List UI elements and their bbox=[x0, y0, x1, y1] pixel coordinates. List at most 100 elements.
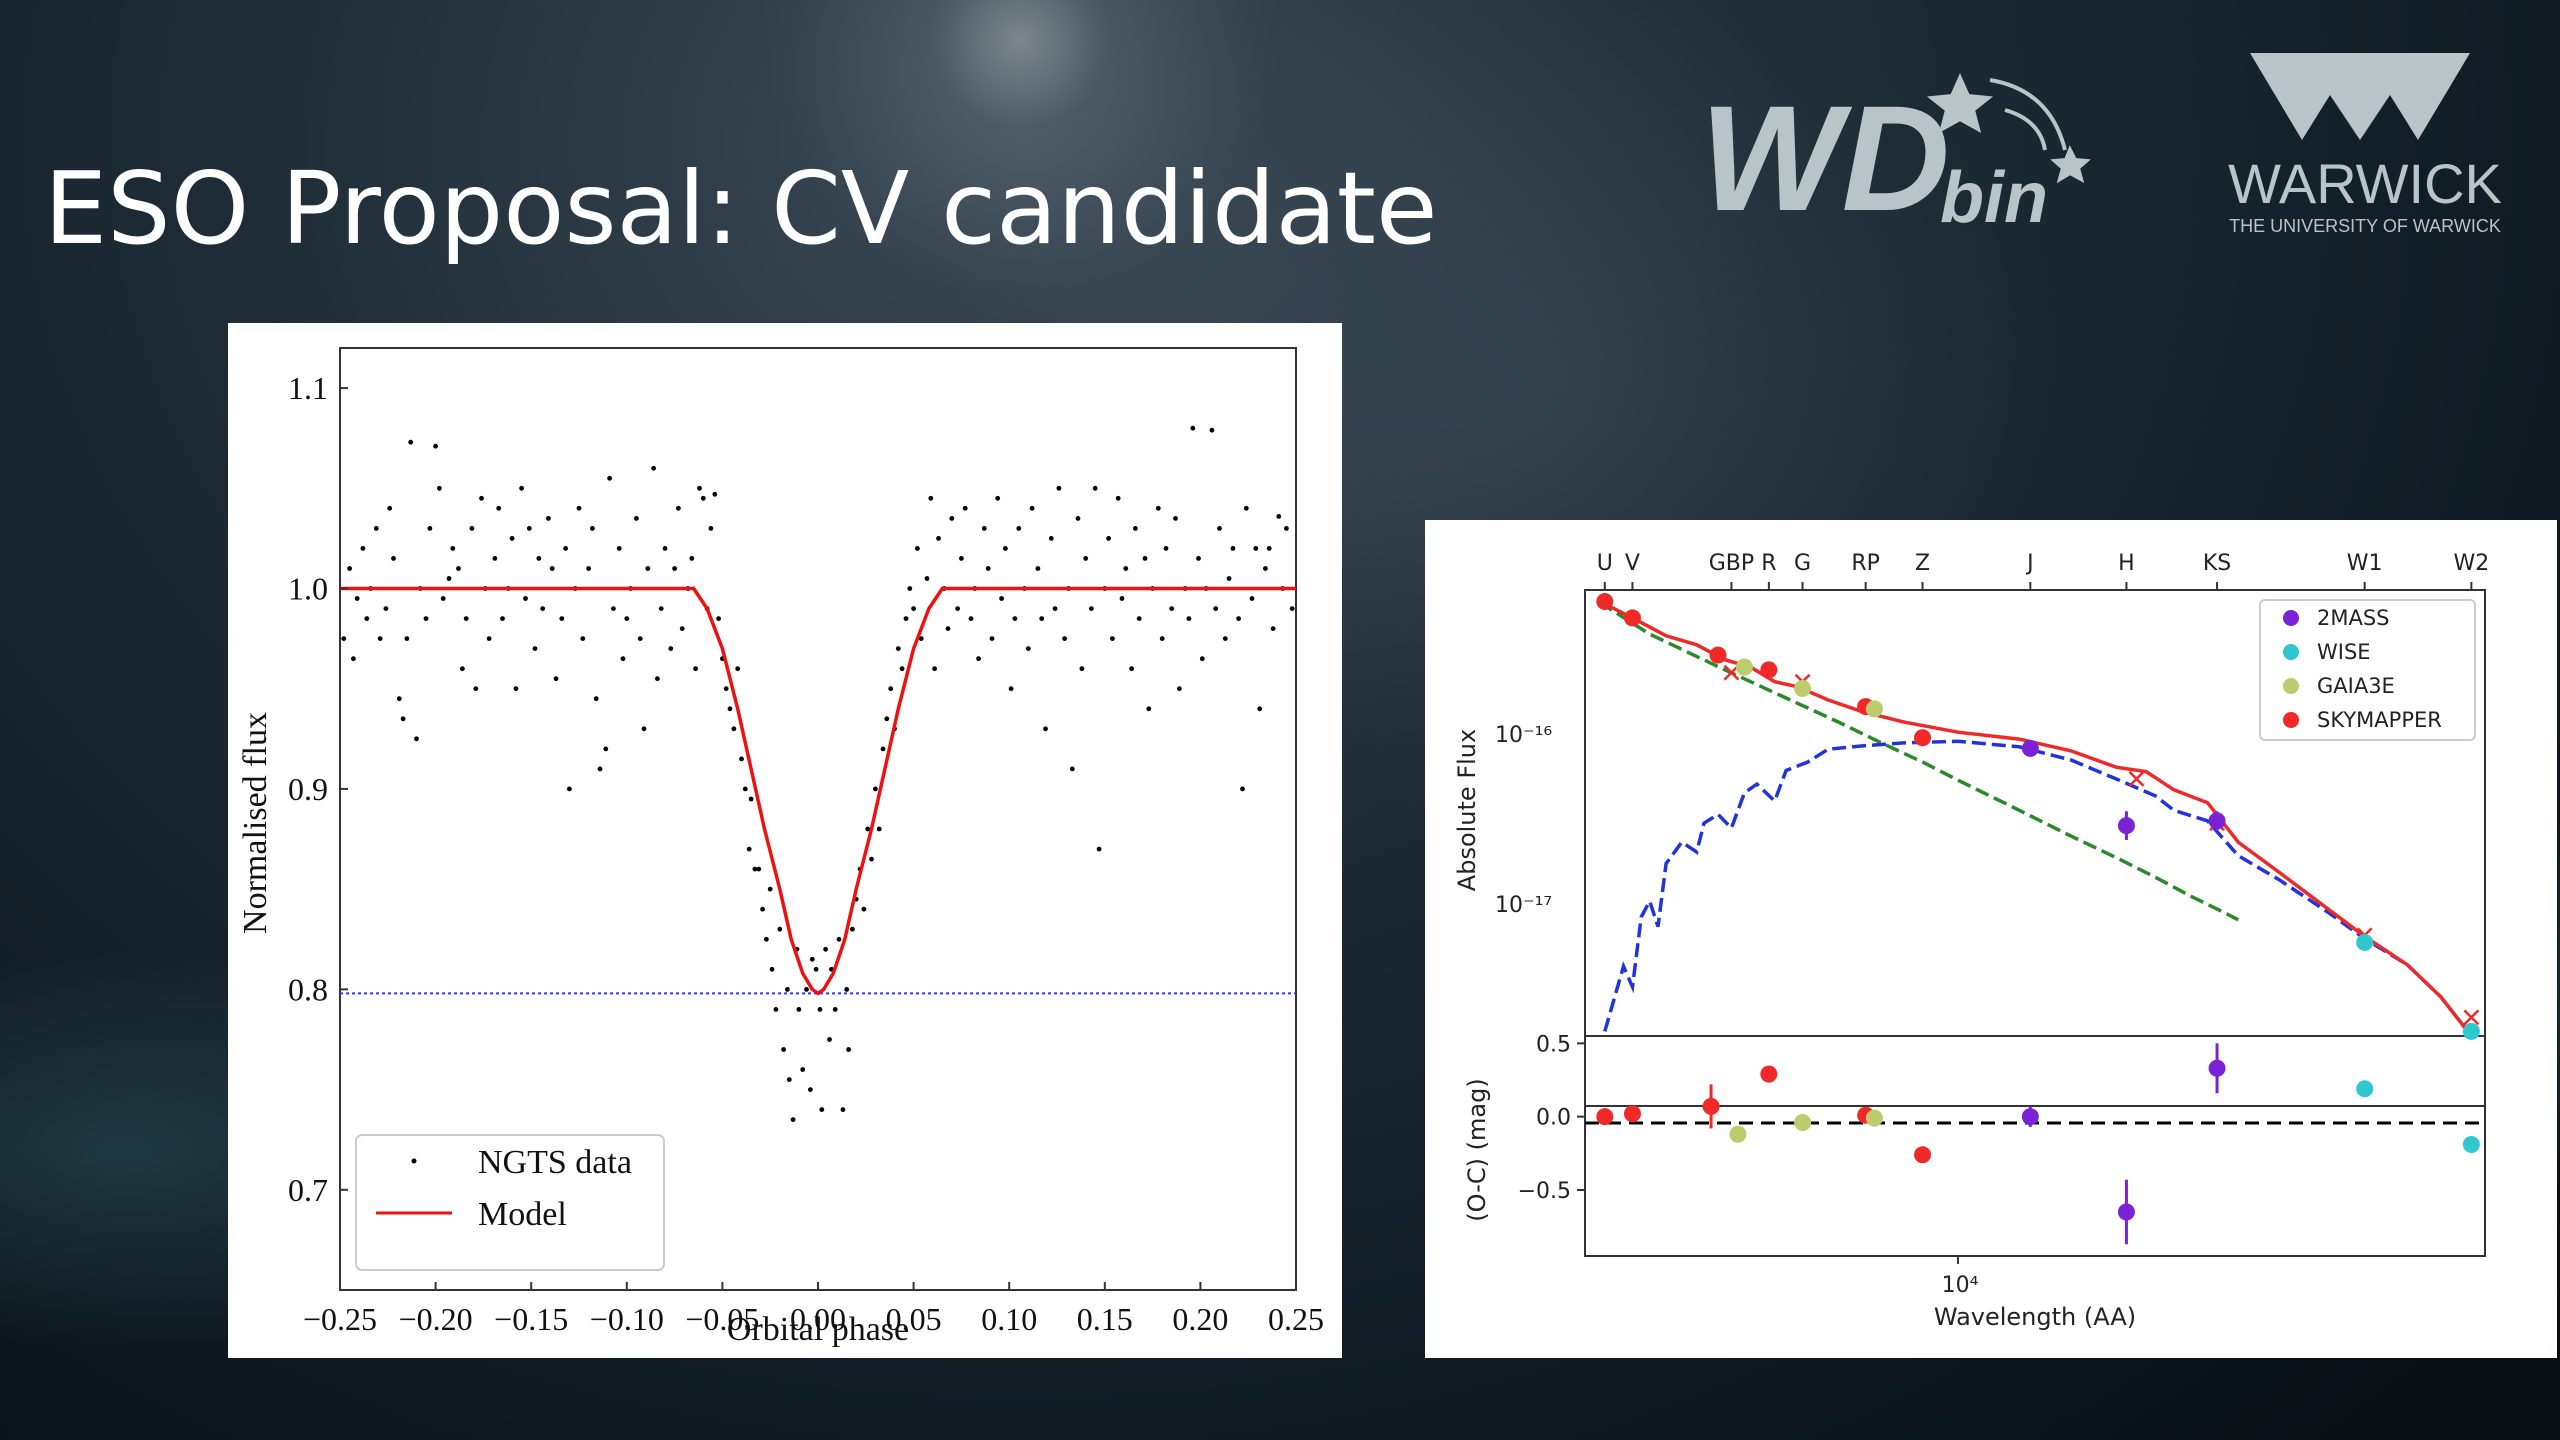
legend-label: 2MASS bbox=[2317, 606, 2390, 630]
data-point bbox=[1230, 546, 1236, 551]
data-point bbox=[911, 606, 916, 611]
data-point bbox=[962, 505, 968, 511]
data-point bbox=[1226, 576, 1232, 581]
residual-point bbox=[1760, 1065, 1778, 1083]
data-point bbox=[440, 596, 446, 601]
data-point bbox=[1243, 505, 1249, 511]
data-point bbox=[712, 491, 718, 497]
photometry-point bbox=[1865, 700, 1883, 718]
data-point bbox=[500, 616, 505, 621]
data-point bbox=[976, 656, 981, 662]
data-point bbox=[1173, 516, 1178, 521]
data-point bbox=[1048, 536, 1054, 541]
data-point bbox=[509, 536, 515, 541]
warwick-name: WARWICK bbox=[2228, 152, 2502, 215]
y-tick-label: 0.9 bbox=[288, 771, 328, 807]
data-point bbox=[486, 636, 492, 641]
photometry-point bbox=[1794, 679, 1812, 697]
data-point bbox=[1075, 516, 1081, 521]
data-point bbox=[1069, 766, 1075, 772]
data-point bbox=[981, 526, 987, 531]
photometry-point bbox=[2462, 1022, 2480, 1040]
x-tick-label: 0.25 bbox=[1268, 1301, 1324, 1337]
data-point bbox=[1052, 606, 1058, 611]
x-tick-label: 0.05 bbox=[886, 1301, 942, 1337]
data-point bbox=[880, 746, 886, 752]
data-point bbox=[1284, 526, 1289, 531]
data-point bbox=[559, 616, 565, 621]
data-point bbox=[827, 1037, 832, 1042]
data-point bbox=[1115, 495, 1121, 501]
data-point bbox=[723, 686, 729, 692]
data-point bbox=[549, 566, 555, 571]
data-point bbox=[563, 546, 568, 551]
data-point bbox=[1142, 556, 1148, 561]
data-point bbox=[773, 1007, 779, 1012]
data-point bbox=[473, 686, 479, 692]
warwick-w-icon bbox=[2250, 53, 2470, 140]
legend-data-marker bbox=[411, 1158, 417, 1164]
data-point bbox=[808, 1087, 813, 1092]
photometry-point bbox=[1760, 661, 1778, 679]
data-point bbox=[936, 536, 941, 541]
band-label: W1 bbox=[2347, 551, 2383, 576]
sed-legend: 2MASS WISE GAIA3E SKYMAPPER bbox=[2259, 599, 2476, 741]
data-point bbox=[888, 686, 894, 692]
data-point bbox=[496, 505, 502, 511]
data-point bbox=[463, 616, 469, 621]
data-point bbox=[727, 706, 733, 712]
sed-model-line bbox=[1599, 601, 2240, 922]
data-point bbox=[580, 636, 586, 641]
data-point bbox=[1089, 606, 1094, 611]
data-point bbox=[1035, 566, 1041, 571]
x-tick-label: 0.10 bbox=[981, 1301, 1037, 1337]
data-point bbox=[513, 686, 519, 692]
data-point bbox=[1029, 505, 1035, 511]
light-curve-ylabel: Normalised flux bbox=[237, 712, 274, 934]
data-point bbox=[1177, 686, 1182, 692]
data-point bbox=[536, 556, 542, 561]
model-flux-marker bbox=[2463, 1009, 2480, 1026]
sed-ytick-label: 10⁻¹⁶ bbox=[1495, 723, 1552, 748]
data-point bbox=[800, 1067, 806, 1072]
photometry-point bbox=[2208, 812, 2226, 830]
data-point bbox=[1003, 546, 1008, 551]
data-point bbox=[634, 516, 639, 521]
data-point bbox=[767, 886, 773, 892]
data-point bbox=[739, 756, 744, 762]
data-point bbox=[1092, 485, 1098, 491]
data-point bbox=[1133, 526, 1138, 531]
data-point bbox=[999, 596, 1004, 601]
photometry-point bbox=[1709, 646, 1727, 664]
data-point bbox=[907, 586, 913, 591]
data-point bbox=[603, 746, 609, 752]
residual-point bbox=[1865, 1109, 1883, 1127]
data-point bbox=[450, 546, 456, 551]
photometry-point bbox=[1596, 593, 1614, 611]
legend-label: GAIA3E bbox=[2317, 674, 2395, 698]
data-point bbox=[790, 1117, 796, 1122]
band-label: KS bbox=[2203, 551, 2231, 576]
data-point bbox=[460, 666, 465, 672]
data-point bbox=[1012, 616, 1018, 621]
data-point bbox=[391, 556, 396, 561]
band-label: RP bbox=[1851, 551, 1880, 576]
residual-y-tick-label: −0.5 bbox=[1518, 1179, 1571, 1204]
data-point bbox=[819, 1107, 825, 1112]
light-curve-panel: −0.25 −0.20 −0.15 −0.10 −0.05 0.00 0.05 0.10 0.1… bbox=[228, 323, 1342, 1358]
data-point bbox=[519, 485, 524, 491]
band-label: G bbox=[1794, 551, 1811, 576]
sed-panel: U V GBP R G RP Z J H KS W1 W2 0.5 0.0 −0.5 10⁴ Wavele… bbox=[1425, 520, 2557, 1358]
data-point bbox=[526, 526, 532, 531]
band-label: Z bbox=[1915, 551, 1930, 576]
data-point bbox=[1209, 427, 1215, 433]
residual-y-tick-label: 0.0 bbox=[1536, 1106, 1571, 1131]
data-point bbox=[1263, 566, 1268, 571]
data-point bbox=[676, 505, 681, 511]
sed-xtick-label: 10⁴ bbox=[1942, 1273, 1979, 1298]
x-tick-label: −0.25 bbox=[303, 1301, 377, 1337]
data-point bbox=[679, 626, 685, 631]
legend-marker bbox=[2283, 644, 2299, 660]
data-point bbox=[748, 796, 754, 802]
data-point bbox=[693, 666, 698, 672]
